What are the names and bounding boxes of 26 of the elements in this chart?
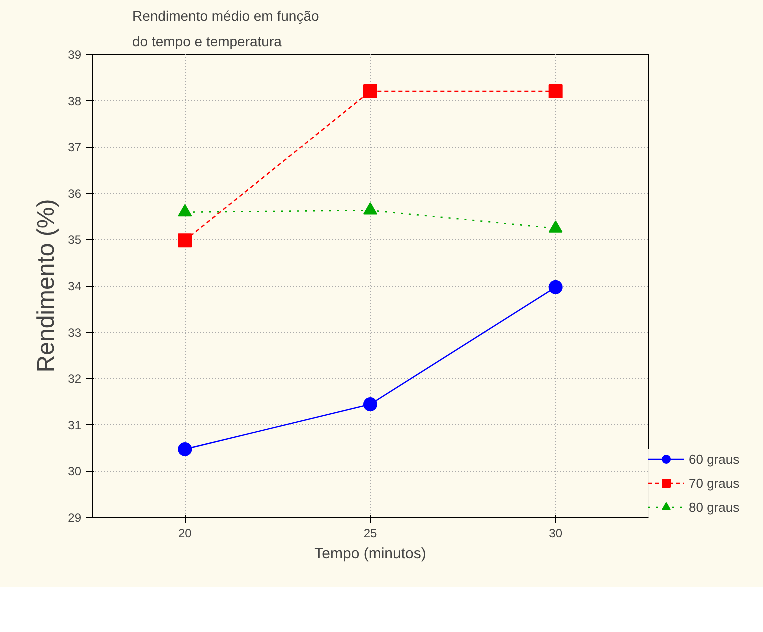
y-tick-label: 35 [68,233,82,248]
x-axis-title: Tempo (minutos) [314,546,426,562]
y-tick-label: 33 [68,326,82,340]
chart-title: Rendimento médio em função do tempo e temperatura [132,8,320,50]
y-tick-label: 36 [68,186,82,201]
y-tick-label: 37 [68,140,82,155]
x-tick-label: 30 [549,526,563,540]
y-axis-title: Rendimento (%) [33,199,60,373]
legend-label: 70 graus [689,476,740,490]
legend-label: 80 graus [689,500,740,514]
y-tick-label: 32 [68,372,82,386]
y-tick-label: 39 [68,48,82,62]
y-tick-label: 34 [68,280,82,294]
point [548,280,563,294]
legend-label: 60 graus [689,452,740,466]
y-tick-label: 31 [68,418,82,432]
point [364,398,378,412]
x-tick-label: 20 [178,526,192,540]
y-tick-label: 30 [68,464,82,479]
y-tick-label: 38 [68,94,82,108]
point [364,84,378,99]
point [548,84,563,99]
x-tick-label: 25 [364,526,378,540]
point [178,442,192,456]
point [178,234,192,248]
y-tick-label: 29 [68,511,82,525]
